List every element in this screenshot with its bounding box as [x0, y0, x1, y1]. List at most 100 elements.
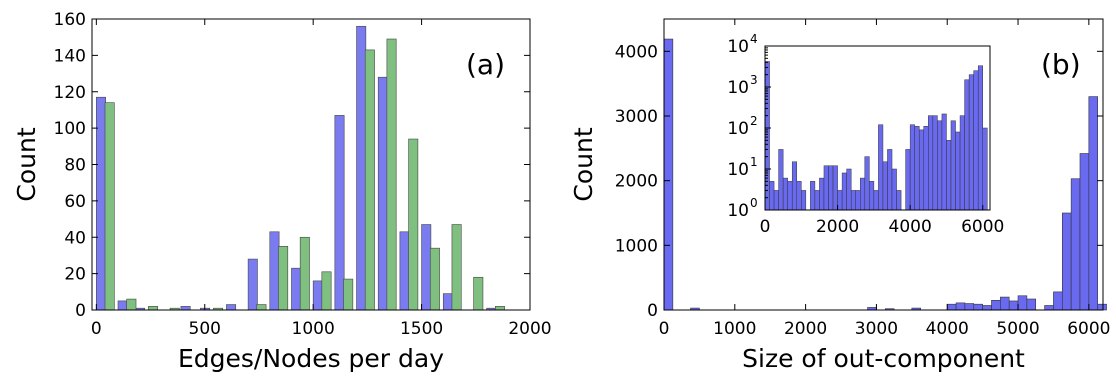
inset-bar — [923, 126, 929, 211]
panel-b-bar — [991, 299, 1001, 311]
inset-bar — [764, 61, 770, 211]
panel-b-bar — [1079, 153, 1090, 311]
panel-a-series-1-bar — [96, 96, 106, 311]
inset-bar — [769, 181, 775, 211]
inset-y-tick-label: 10 — [727, 119, 749, 139]
inset-bar — [832, 165, 838, 211]
panel-a-y-axis-label: Count — [12, 127, 41, 201]
panel-a: 0 500 1000 1500 2000 0 20 40 60 80 100 120 140 160 (a… — [12, 10, 552, 373]
inset-bar — [882, 161, 888, 211]
inset-bar — [932, 115, 938, 211]
inset-frame — [764, 45, 991, 211]
inset-bar — [791, 161, 798, 211]
panel-b-y-tick-label: 4000 — [615, 42, 658, 62]
inset-bar — [968, 74, 974, 211]
inset-bar — [787, 181, 793, 211]
panel-b-bar — [1061, 212, 1072, 311]
inset-bar — [837, 190, 843, 211]
panel-a-series-2-bar — [126, 298, 137, 311]
panel-a-series-2-bar — [386, 38, 397, 311]
inset-bar — [801, 190, 807, 211]
panel-b-bar — [1017, 295, 1028, 311]
inset-bar — [977, 65, 983, 211]
panel-a-series-1-bar — [399, 231, 410, 311]
panel-a-series-1-bar — [269, 231, 280, 311]
panel-b-bar — [1097, 303, 1107, 311]
inset-bar — [941, 113, 947, 211]
inset-bar — [909, 124, 915, 211]
panel-a-y-tick-label: 0 — [75, 301, 86, 321]
panel-b-label: (b) — [1041, 48, 1081, 81]
inset-bar — [773, 190, 779, 211]
panel-a-y-tick-label: 80 — [64, 156, 86, 176]
panel-a-y-tick-label: 60 — [64, 192, 86, 212]
panel-a-series-2-bar — [278, 246, 289, 311]
inset-x-tick-label: 6000 — [961, 217, 1004, 237]
inset-bar — [819, 177, 825, 211]
panel-a-series-2-bar — [408, 138, 419, 311]
inset-bar — [878, 124, 884, 211]
inset-y-tick-label: 10 — [727, 201, 749, 221]
inset-bar — [850, 190, 856, 211]
panel-a-series-1-bar — [180, 306, 191, 311]
panel-a-series-1-bar — [377, 76, 388, 311]
panel-a-label: (a) — [466, 48, 505, 81]
inset-bar — [905, 149, 911, 211]
inset-bar — [955, 131, 961, 211]
inset-bar — [860, 177, 866, 211]
panel-b-bar — [1070, 178, 1081, 311]
panel-a-series-2-bar — [148, 306, 158, 311]
inset-bar — [841, 172, 847, 211]
inset-x-tick-label: 4000 — [889, 217, 932, 237]
panel-a-series-1-bar — [334, 115, 345, 311]
panel-a-series-2-bar — [321, 271, 332, 311]
inset-bar — [873, 190, 879, 211]
panel-b-x-tick-label: 6000 — [1067, 319, 1110, 339]
inset-bar — [964, 79, 970, 211]
inset-bar — [891, 168, 897, 211]
inset-bar — [778, 149, 784, 211]
panel-a-series-1-bar — [442, 293, 453, 311]
panel-a-series-2-bar — [429, 247, 440, 311]
inset-x-tick-label: 0 — [760, 217, 771, 237]
inset-bar — [869, 181, 875, 211]
panel-b-bar — [973, 303, 983, 311]
panel-b-x-axis-label: Size of out-component — [742, 344, 1025, 373]
panel-a-series-1-bar — [312, 280, 323, 311]
panel-b-y-tick-label: 1000 — [615, 236, 658, 256]
panel-a-series-2-bar — [473, 276, 484, 311]
panel-b-bar — [1000, 296, 1010, 311]
panel-a-series-1-bar — [117, 300, 128, 311]
panel-a-series-2-bar — [299, 236, 310, 311]
inset-bar — [828, 165, 834, 211]
inset-y-tick-exponent: 1 — [750, 155, 758, 169]
inset-bar — [864, 156, 870, 211]
inset-bar — [918, 129, 925, 211]
inset-bar — [810, 181, 816, 211]
panel-b-bar — [982, 305, 992, 311]
inset-y-tick-exponent: 2 — [750, 114, 758, 128]
inset-bar — [782, 177, 788, 211]
panel-a-x-tick-label: 1500 — [400, 319, 443, 339]
panel-b-frame — [663, 18, 1104, 311]
panel-a-series-2-bar — [256, 304, 267, 311]
panel-a-bars — [96, 25, 505, 311]
panel-a-x-tick-label: 2000 — [508, 319, 551, 339]
inset-bar — [796, 181, 802, 211]
panel-b-x-tick-label: 1000 — [713, 319, 756, 339]
inset-y-tick-exponent: 0 — [750, 196, 758, 210]
inset-bar — [946, 140, 952, 211]
panel-b-bar — [946, 303, 957, 311]
inset-bar — [959, 115, 965, 211]
inset-y-tick-label: 10 — [727, 37, 749, 57]
panel-a-series-2-bar — [104, 102, 115, 311]
inset-bar — [896, 190, 902, 211]
panel-a-x-axis-label: Edges/Nodes per day — [178, 344, 444, 373]
panel-a-series-2-bar — [343, 278, 354, 311]
inset-bar — [914, 126, 920, 211]
panel-b: 0 1000 2000 3000 4000 5000 6000010002000300040… — [569, 18, 1110, 373]
panel-b-bar — [663, 38, 674, 311]
panel-b-bar — [1008, 300, 1019, 311]
panel-b-bar — [1088, 96, 1098, 311]
